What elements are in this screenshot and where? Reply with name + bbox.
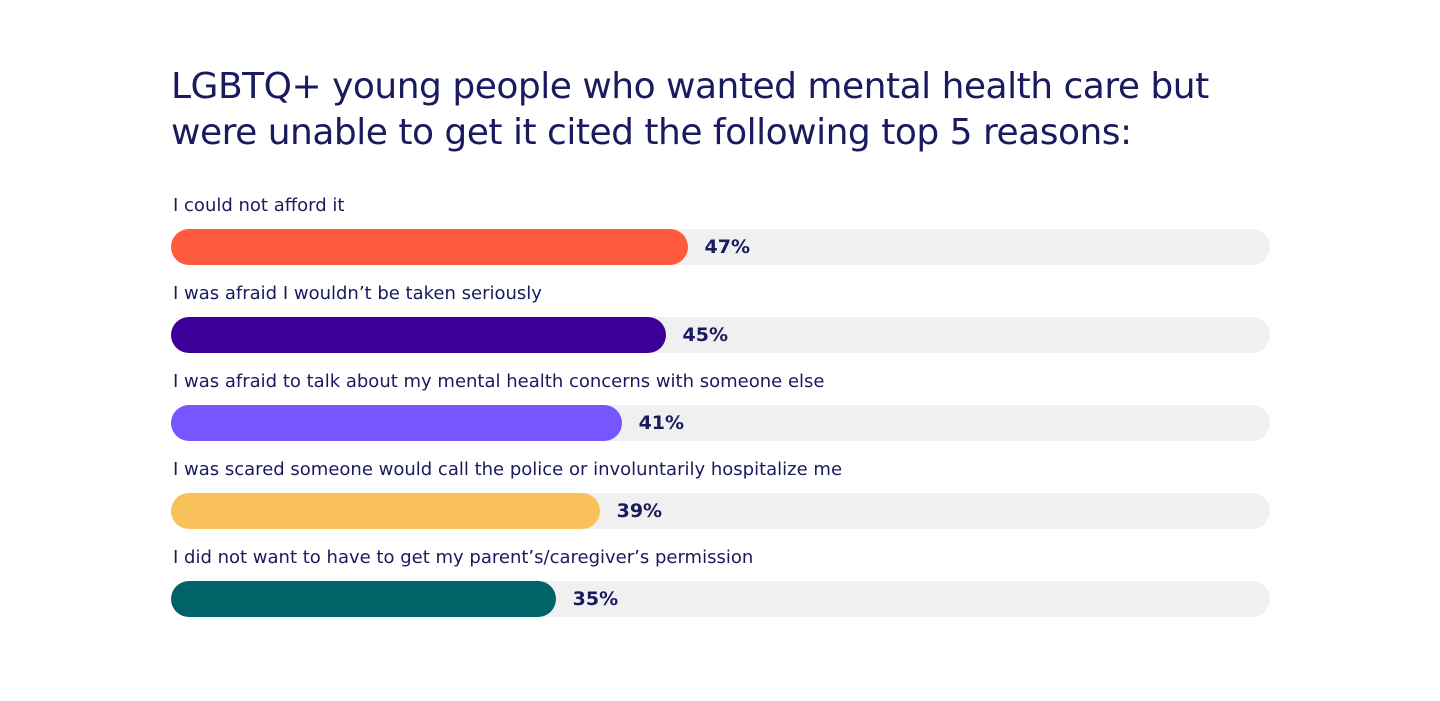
value-label: 39%	[616, 500, 663, 522]
bar	[171, 317, 666, 353]
bar-row: I could not afford it 47%	[171, 194, 1271, 272]
chart-title: LGBTQ+ young people who wanted mental he…	[171, 66, 1209, 153]
category-label: I was scared someone would call the poli…	[173, 459, 843, 480]
value-label: 47%	[704, 236, 750, 258]
bar-chart: LGBTQ+ young people who wanted mental he…	[171, 64, 1271, 617]
bar-track	[171, 581, 1270, 617]
category-label: I was afraid I wouldn’t be taken serious…	[173, 283, 542, 304]
bar-track	[171, 229, 1270, 265]
bar	[171, 405, 622, 441]
bar	[171, 581, 556, 617]
value-label: 41%	[638, 412, 685, 434]
category-label: I could not afford it	[173, 195, 345, 216]
bar-row: I did not want to have to get my parent’…	[171, 546, 1271, 624]
bar	[171, 493, 600, 529]
bar	[171, 229, 688, 265]
bar-track	[171, 405, 1270, 441]
bar-track	[171, 493, 1270, 529]
bar-track	[171, 317, 1270, 353]
bar-row: I was afraid to talk about my mental hea…	[171, 370, 1271, 448]
category-label: I did not want to have to get my parent’…	[173, 547, 754, 568]
value-label: 45%	[682, 324, 729, 346]
bar-row: I was afraid I wouldn’t be taken serious…	[171, 282, 1271, 360]
category-label: I was afraid to talk about my mental hea…	[173, 371, 825, 392]
bar-row: I was scared someone would call the poli…	[171, 458, 1271, 536]
value-label: 35%	[572, 588, 619, 610]
